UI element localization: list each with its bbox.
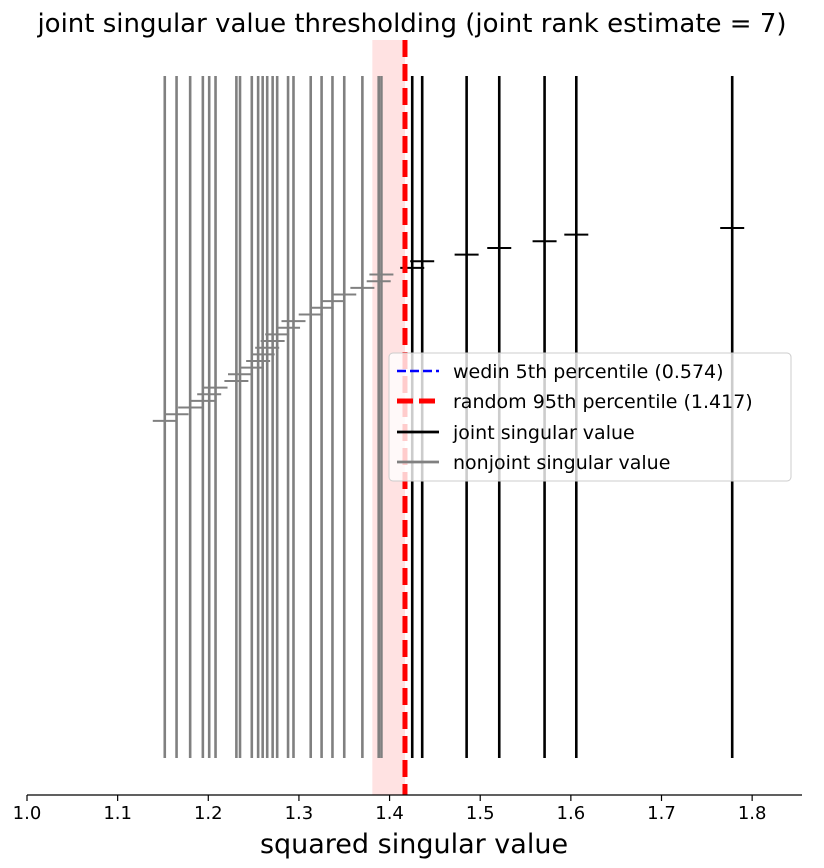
x-tick-label: 1.5 xyxy=(466,803,495,824)
chart-title: joint singular value thresholding (joint… xyxy=(36,9,786,39)
x-axis: 1.0 1.1 1.2 1.3 1.4 1.5 1.6 1.7 1.8 xyxy=(13,794,802,824)
legend-label: wedin 5th percentile (0.574) xyxy=(453,361,724,383)
legend-label: nonjoint singular value xyxy=(453,452,670,474)
x-tick-label: 1.0 xyxy=(13,803,42,824)
x-tick-label: 1.7 xyxy=(647,803,676,824)
x-tick-label: 1.4 xyxy=(375,803,404,824)
x-tick-label: 1.1 xyxy=(103,803,132,824)
legend-label: joint singular value xyxy=(452,422,635,444)
x-tick-label: 1.8 xyxy=(738,803,767,824)
legend: wedin 5th percentile (0.574) random 95th … xyxy=(388,352,792,482)
legend-label: random 95th percentile (1.417) xyxy=(453,391,753,413)
legend-box xyxy=(388,352,792,482)
x-tick-label: 1.3 xyxy=(285,803,314,824)
x-axis-label: squared singular value xyxy=(260,829,568,860)
x-tick-label: 1.2 xyxy=(194,803,223,824)
x-tick-label: 1.6 xyxy=(557,803,586,824)
